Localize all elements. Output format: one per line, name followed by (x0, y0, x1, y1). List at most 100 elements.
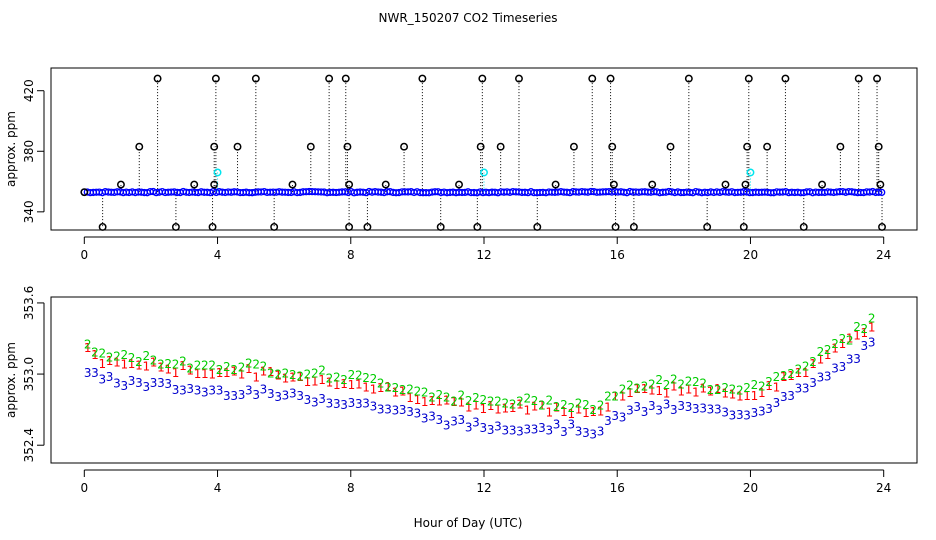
data-point-series-3: 3 (340, 398, 348, 412)
data-point-series-2: 2 (846, 333, 854, 347)
y-tick-label: 353.6 (22, 286, 36, 320)
data-point-series-2: 2 (142, 349, 150, 363)
data-point-series-2: 2 (714, 383, 722, 397)
data-point-black (478, 74, 487, 83)
data-point-series-1: 1 (326, 375, 334, 389)
data-point-black (343, 142, 352, 151)
data-point-black (569, 142, 578, 151)
data-point-series-1: 1 (831, 341, 839, 355)
data-point-series-3: 3 (487, 423, 495, 437)
data-point-black (876, 180, 885, 189)
data-point-series-2: 2 (619, 382, 627, 396)
data-point-black (763, 142, 772, 151)
data-point-series-3: 3 (677, 399, 685, 413)
data-point-series-1: 1 (296, 370, 304, 384)
data-point-series-3: 3 (868, 335, 876, 349)
data-point-series-3: 3 (157, 376, 165, 390)
data-point-series-1: 1 (304, 375, 312, 389)
data-point-series-1: 1 (809, 357, 817, 371)
data-point-series-3: 3 (172, 383, 180, 397)
data-point-series-2: 2 (223, 360, 231, 374)
data-point-series-1: 1 (868, 321, 876, 335)
data-point-series-3: 3 (164, 377, 172, 391)
data-point-black (551, 180, 560, 189)
data-point-series-2: 2 (780, 369, 788, 383)
data-point-series-1: 1 (260, 365, 268, 379)
data-point-series-3: 3 (186, 382, 194, 396)
data-point-series-2: 2 (304, 368, 312, 382)
data-point-series-2: 2 (333, 370, 341, 384)
data-point-series-3: 3 (370, 400, 378, 414)
data-point-series-3: 3 (245, 383, 253, 397)
data-point-series-3: 3 (238, 388, 246, 402)
data-point-series-1: 1 (362, 380, 370, 394)
data-point-series-2: 2 (135, 355, 143, 369)
data-point-series-1: 1 (487, 399, 495, 413)
data-point-series-3: 3 (575, 425, 583, 439)
data-point-black (233, 142, 242, 151)
data-point-series-3: 3 (604, 414, 612, 428)
data-point-series-1: 1 (238, 367, 246, 381)
data-point-series-2: 2 (399, 383, 407, 397)
data-point-series-2: 2 (824, 343, 832, 357)
data-point-series-2: 2 (648, 377, 656, 391)
data-point-series-1: 1 (311, 375, 319, 389)
data-point-series-3: 3 (106, 370, 114, 384)
data-point-series-2: 2 (465, 394, 473, 408)
data-point-series-3: 3 (509, 424, 517, 438)
data-point-series-3: 3 (545, 423, 553, 437)
data-point-black (306, 142, 315, 151)
data-point-series-1: 1 (179, 359, 187, 373)
data-point-series-3: 3 (216, 383, 224, 397)
data-point-series-2: 2 (340, 373, 348, 387)
data-point-series-1: 1 (164, 362, 172, 376)
data-point-series-3: 3 (289, 386, 297, 400)
data-point-series-2: 2 (318, 364, 326, 378)
data-point-series-1: 1 (699, 382, 707, 396)
data-point-series-3: 3 (773, 396, 781, 410)
data-point-black (836, 142, 845, 151)
data-point-series-2: 2 (531, 394, 539, 408)
data-point-series-1: 1 (223, 366, 231, 380)
bottom-plot-frame (50, 296, 918, 464)
data-point-series-1: 1 (545, 405, 553, 419)
x-tick-label: 16 (610, 481, 625, 495)
data-point-black (345, 223, 354, 231)
data-point-series-2: 2 (326, 372, 334, 386)
data-point-black (741, 180, 750, 189)
data-point-series-1: 1 (619, 390, 627, 404)
data-point-series-1: 1 (655, 384, 663, 398)
data-point-series-2: 2 (472, 391, 480, 405)
data-point-series-2: 2 (853, 320, 861, 334)
data-point-series-2: 2 (589, 403, 597, 417)
data-point-series-2: 2 (567, 401, 575, 415)
data-point-series-3: 3 (861, 339, 869, 353)
data-point-black (606, 74, 615, 83)
data-point-black (116, 180, 125, 189)
data-point-black (818, 180, 827, 189)
data-point-series-2: 2 (260, 359, 268, 373)
data-point-series-1: 1 (333, 378, 341, 392)
data-point-series-3: 3 (626, 404, 634, 418)
data-point-series-1: 1 (84, 341, 92, 355)
data-point-series-3: 3 (326, 396, 334, 410)
data-point-series-2: 2 (582, 398, 590, 412)
data-point-series-2: 2 (194, 358, 202, 372)
data-point-series-2: 2 (106, 351, 114, 365)
data-point-series-3: 3 (179, 383, 187, 397)
data-point-series-2: 2 (113, 350, 121, 364)
data-point-black (208, 223, 217, 231)
data-point-series-2: 2 (458, 389, 466, 403)
data-point-series-3: 3 (84, 366, 92, 380)
data-point-series-1: 1 (714, 382, 722, 396)
data-point-black (608, 142, 617, 151)
data-point-series-2: 2 (91, 346, 99, 360)
data-point-series-2: 2 (765, 375, 773, 389)
data-point-black (341, 74, 350, 83)
data-point-series-2: 2 (773, 370, 781, 384)
top-panel: 0 4 8 12 16 20 24 340 380 420 approx. ppm (4, 67, 918, 262)
data-point-series-1: 1 (721, 387, 729, 401)
data-point-black (153, 74, 162, 83)
data-point-series-1: 1 (201, 367, 209, 381)
